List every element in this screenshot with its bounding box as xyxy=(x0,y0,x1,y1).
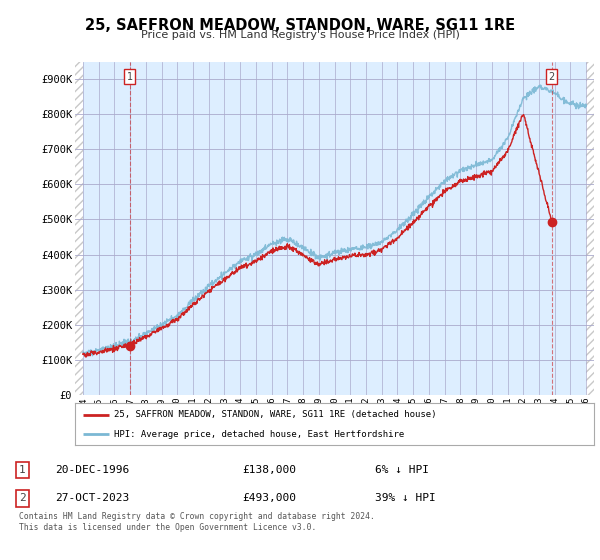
Text: 2: 2 xyxy=(19,493,26,503)
Bar xyxy=(75,62,83,395)
Text: 25, SAFFRON MEADOW, STANDON, WARE, SG11 1RE: 25, SAFFRON MEADOW, STANDON, WARE, SG11 … xyxy=(85,18,515,33)
Text: 39% ↓ HPI: 39% ↓ HPI xyxy=(375,493,436,503)
Text: HPI: Average price, detached house, East Hertfordshire: HPI: Average price, detached house, East… xyxy=(114,430,404,439)
Text: 2: 2 xyxy=(549,72,555,82)
Text: Price paid vs. HM Land Registry's House Price Index (HPI): Price paid vs. HM Land Registry's House … xyxy=(140,30,460,40)
Text: 27-OCT-2023: 27-OCT-2023 xyxy=(55,493,130,503)
Text: 6% ↓ HPI: 6% ↓ HPI xyxy=(375,465,429,475)
Text: Contains HM Land Registry data © Crown copyright and database right 2024.
This d: Contains HM Land Registry data © Crown c… xyxy=(19,512,375,531)
Text: 25, SAFFRON MEADOW, STANDON, WARE, SG11 1RE (detached house): 25, SAFFRON MEADOW, STANDON, WARE, SG11 … xyxy=(114,410,436,419)
Bar xyxy=(586,62,594,395)
Text: 1: 1 xyxy=(19,465,26,475)
Text: £493,000: £493,000 xyxy=(242,493,296,503)
Text: 20-DEC-1996: 20-DEC-1996 xyxy=(55,465,130,475)
Text: £138,000: £138,000 xyxy=(242,465,296,475)
Text: 1: 1 xyxy=(127,72,133,82)
